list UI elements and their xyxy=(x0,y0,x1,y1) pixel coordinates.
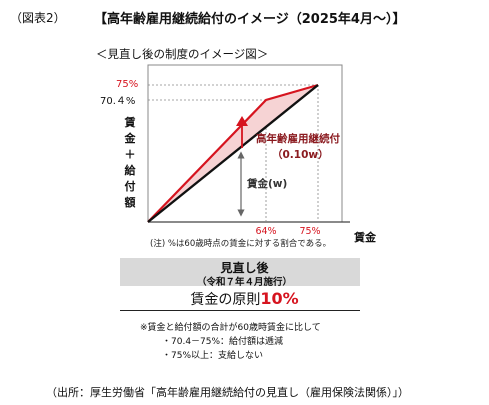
benefit-arrowhead xyxy=(236,116,248,126)
principle-text: 賃金の原則10% xyxy=(0,289,489,309)
total-line xyxy=(147,83,319,223)
box-divider xyxy=(120,310,360,311)
x-tick-75: 75% xyxy=(299,226,320,237)
diagram-subtitle: ＜見直し後の制度のイメージ図＞ xyxy=(96,47,269,61)
box-heading-sub: （令和７年４月施行） xyxy=(196,277,292,288)
svg-text:賃: 賃 xyxy=(124,115,136,129)
box-note-1: ※賃金と給付額の合計が60歳時賃金に比して xyxy=(140,323,321,333)
svg-text:金: 金 xyxy=(124,131,137,145)
box-heading: 見直し後 xyxy=(220,261,269,275)
benefit-label: 高年齢雇用継続付 xyxy=(256,132,340,145)
principle-value: 10% xyxy=(260,289,299,308)
y-axis-label: 賃 金 ＋ 給 付 額 xyxy=(124,115,137,209)
wage-label: 賃金(w) xyxy=(246,177,287,190)
benefit-rate: （0.10w） xyxy=(272,148,329,161)
y-tick-75: 75% xyxy=(116,79,138,90)
source-citation: （出所：厚生労働省「高年齢雇用継続給付の見直し（雇用保険法関係）」） xyxy=(46,386,409,399)
figure-label: （図表2） xyxy=(10,11,66,25)
diagram-note: (注) %は60歳時点の賃金に対する割合である。 xyxy=(150,238,331,249)
page-title: 【高年齢雇用継続給付のイメージ（2025年4月～）】 xyxy=(94,12,406,27)
plot-frame xyxy=(147,64,343,222)
box-note-2: ・70.4－75%：給付額は逓減 xyxy=(162,337,284,347)
svg-text:＋: ＋ xyxy=(125,148,136,161)
principle-prefix: 賃金の原則 xyxy=(190,292,261,308)
svg-text:額: 額 xyxy=(124,195,136,209)
box-header xyxy=(120,258,360,286)
box-note-3: ・75%以上：支給しない xyxy=(162,351,264,361)
svg-text:給: 給 xyxy=(125,163,137,177)
x-tick-64: 64% xyxy=(255,226,276,237)
x-axis-label: 賃金 xyxy=(353,230,377,244)
svg-text:付: 付 xyxy=(125,179,136,193)
y-tick-704: 70.４% xyxy=(100,96,135,107)
wage-line xyxy=(147,84,319,223)
